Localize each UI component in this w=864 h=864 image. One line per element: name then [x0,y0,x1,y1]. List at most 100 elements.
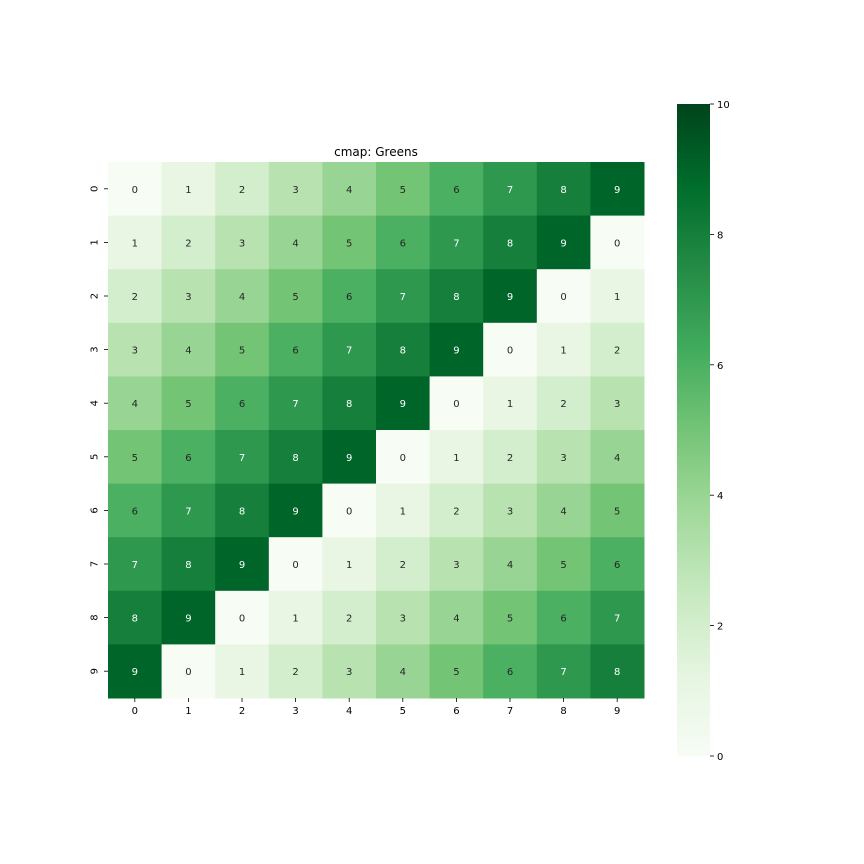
heatmap-cell [268,537,323,592]
y-tick-label: 1 [90,239,101,245]
cell-value-label: 2 [346,614,352,625]
heatmap-cell [108,483,163,538]
heatmap-cell [268,269,323,324]
heatmap-cell [483,376,538,431]
heatmap-cell [322,590,377,645]
cell-value-label: 1 [185,185,191,196]
cell-value-label: 2 [507,453,513,464]
cell-value-label: 6 [400,238,406,249]
heatmap-cell [483,483,538,538]
heatmap-cell [429,322,484,377]
cell-value-label: 3 [400,614,406,625]
cell-value-label: 6 [132,506,138,517]
heatmap-cell [161,215,216,270]
heatmap-cell [108,162,163,217]
y-tick-label: 4 [90,400,101,406]
cell-value-label: 5 [560,560,566,571]
cell-value-label: 1 [560,346,566,357]
heatmap-cell [376,162,431,217]
cell-value-label: 9 [453,346,459,357]
cell-value-label: 0 [453,399,459,410]
heatmap-cell [536,590,591,645]
heatmap-cell [322,376,377,431]
heatmap-cell [429,644,484,699]
heatmap-cell [536,537,591,592]
heatmap-cell [215,215,270,270]
heatmap-cell [376,590,431,645]
x-tick-label: 6 [453,706,459,717]
heatmap-cell [215,644,270,699]
cell-value-label: 0 [346,506,352,517]
cell-value-label: 0 [614,238,620,249]
heatmap-cell [322,269,377,324]
heatmap-cell [536,430,591,485]
cell-value-label: 8 [185,560,191,571]
colorbar-tick-label: 8 [717,230,723,241]
cell-value-label: 2 [292,667,298,678]
heatmap-cell [161,269,216,324]
cell-value-label: 5 [292,292,298,303]
cell-value-label: 3 [185,292,191,303]
heatmap-cell [108,215,163,270]
cell-value-label: 0 [132,185,138,196]
heatmap-cell [376,537,431,592]
heatmap-cell [483,644,538,699]
heatmap-cell [429,430,484,485]
heatmap-cell [215,430,270,485]
x-axis: 0 1 2 3 4 5 6 7 8 9 [132,698,620,717]
heatmap-cell [376,376,431,431]
cell-value-label: 9 [346,453,352,464]
cell-value-label: 9 [400,399,406,410]
cell-value-label: 7 [292,399,298,410]
colorbar-tick-label: 6 [717,361,723,372]
heatmap-cell [483,322,538,377]
cell-value-label: 8 [614,667,620,678]
cell-value-label: 7 [346,346,352,357]
cell-value-label: 5 [400,185,406,196]
x-tick-label: 4 [346,706,352,717]
x-tick-label: 9 [614,706,620,717]
heatmap-cell [483,162,538,217]
y-tick-label: 2 [90,293,101,299]
cell-value-label: 9 [507,292,513,303]
cell-value-label: 0 [507,346,513,357]
heatmap-cell [376,322,431,377]
cell-value-label: 4 [453,614,459,625]
cell-value-label: 2 [185,238,191,249]
heatmap-cell [536,483,591,538]
cell-value-label: 2 [453,506,459,517]
heatmap-cell [161,162,216,217]
cell-value-label: 3 [292,185,298,196]
cell-value-label: 6 [507,667,513,678]
cell-value-label: 7 [185,506,191,517]
cell-value-label: 1 [507,399,513,410]
y-tick-label: 0 [90,186,101,192]
heatmap-cell [161,376,216,431]
heatmap-cell [590,322,645,377]
cell-value-label: 8 [507,238,513,249]
heatmap-cell [590,269,645,324]
y-tick-label: 6 [90,507,101,513]
heatmap-cell [268,483,323,538]
heatmap-cell [429,162,484,217]
cell-value-label: 7 [239,453,245,464]
heatmap-cell [268,644,323,699]
heatmap-cell [215,269,270,324]
y-tick-label: 7 [90,561,101,567]
cell-value-label: 4 [560,506,566,517]
heatmap-cell [268,430,323,485]
cell-value-label: 0 [239,614,245,625]
cell-value-label: 4 [239,292,245,303]
heatmap-cell [268,322,323,377]
colorbar-ticks: 0 2 4 6 8 10 [710,100,730,763]
y-tick-label: 9 [90,668,101,674]
cell-value-label: 0 [560,292,566,303]
cell-value-label: 2 [239,185,245,196]
heatmap-cell [483,269,538,324]
cell-value-label: 0 [185,667,191,678]
y-axis: 0 1 2 3 4 5 6 7 8 9 [90,186,108,674]
x-tick-label: 0 [132,706,138,717]
cell-value-label: 9 [614,185,620,196]
y-tick-label: 8 [90,614,101,620]
cell-value-label: 8 [132,614,138,625]
